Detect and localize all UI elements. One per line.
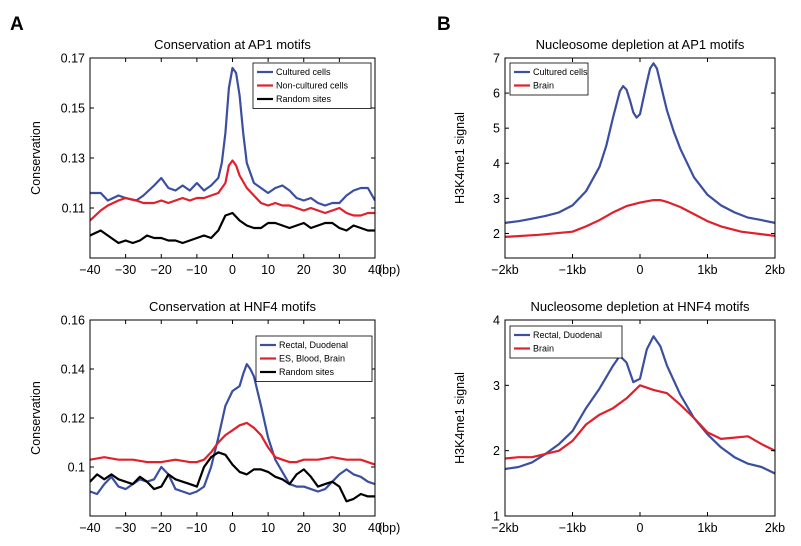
y-axis-label: H3K4me1 signal [453,112,467,204]
x-tick-label: −40 [79,521,100,535]
x-tick-label: −20 [151,521,172,535]
legend-entry: ES, Blood, Brain [279,354,345,364]
x-tick-label: 1kb [697,263,717,277]
series-line-2-1 [505,62,775,224]
x-tick-label: −10 [186,521,207,535]
legend-entry: Brain [533,344,554,354]
x-tick-label: 0 [229,521,236,535]
y-tick-label: 6 [493,87,500,101]
x-tick-label: 20 [297,521,311,535]
legend-entry: Cultured cells [533,67,588,77]
y-tick-label: 5 [493,122,500,136]
x-tick-label: 0 [637,263,644,277]
series-line-4-1 [505,335,775,475]
chart-title: Conservation at HNF4 motifs [149,299,316,314]
x-tick-label: 40 [368,521,382,535]
x-tick-label: −40 [79,263,100,277]
y-tick-label: 0.11 [62,202,85,216]
legend-entry: Cultured cells [276,67,331,77]
x-tick-label: −1kb [559,263,587,277]
y-tick-label: 3 [493,192,500,206]
x-tick-label: 2kb [765,263,785,277]
y-tick-label: 7 [493,52,500,66]
chart-title: Nucleosome depletion at HNF4 motifs [531,299,750,314]
y-axis-label: Conservation [29,121,43,195]
chart-panel-2: −2kb −1kb 0 1kb 2kb 2 3 4 5 6 7 Nucleosome depletio… [453,37,785,277]
x-tick-label: 0 [229,263,236,277]
x-unit-label: (bp) [378,263,400,277]
x-tick-label: −30 [115,263,136,277]
legend-entry: Brain [533,81,554,91]
x-tick-label: 10 [261,263,275,277]
legend-entry: Random sites [276,94,332,104]
panel-label-a: A [10,14,24,35]
series-line-1-3 [90,211,375,245]
legend-box [509,62,589,96]
series-line-2-2 [505,199,775,238]
x-tick-label: 1kb [697,521,717,535]
y-tick-label: 2 [493,444,500,458]
chart-panel-3: −40 −30 −20 −10 0 10 20 30 40(bp) 0.1 0.12 0.14 0.16… [29,299,400,535]
chart-title: Conservation at AP1 motifs [154,37,311,52]
x-unit-label: (bp) [378,521,400,535]
y-tick-label: 0.14 [61,363,85,377]
legend-entry: Non-cultured cells [276,81,349,91]
legend-entry: Rectal, Duodenal [279,340,348,350]
x-tick-label: −20 [151,263,172,277]
x-tick-label: −2kb [491,521,519,535]
y-tick-label: 0.16 [61,314,85,328]
chart-title: Nucleosome depletion at AP1 motifs [536,37,745,52]
x-tick-label: 10 [261,521,275,535]
chart-panel-4: −2kb −1kb 0 1kb 2kb 1 2 3 4 Nucleosome depletion … [453,299,785,535]
panel-label-b: B [437,14,451,35]
x-tick-label: −10 [186,263,207,277]
y-tick-label: 4 [493,314,500,328]
y-axis-label: H3K4me1 signal [453,372,467,464]
series-line-1-2 [90,159,375,222]
x-tick-label: 40 [368,263,382,277]
x-tick-label: 30 [332,263,346,277]
series-line-1-1 [90,66,375,207]
series-line-3-2 [90,421,375,466]
y-tick-label: 0.15 [61,102,85,116]
chart-panel-1: −40 −30 −20 −10 0 10 20 30 40(bp) 0.11 0.13 0.15 0.1… [29,37,400,277]
y-tick-label: 3 [493,379,500,393]
y-axis-label: Conservation [29,381,43,455]
y-tick-label: 0.13 [61,152,85,166]
series-line-3-1 [90,363,375,496]
x-tick-label: −1kb [559,521,587,535]
x-tick-label: 20 [297,263,311,277]
y-tick-label: 0.12 [61,412,85,426]
legend-entry: Rectal, Duodenal [533,330,602,340]
y-tick-label: 0.1 [68,461,85,475]
y-tick-label: 4 [493,157,500,171]
x-tick-label: 0 [637,521,644,535]
x-tick-label: −30 [115,521,136,535]
x-tick-label: −2kb [491,263,519,277]
x-tick-label: 30 [332,521,346,535]
y-tick-label: 2 [493,227,500,241]
legend-box [509,325,623,359]
x-tick-label: 2kb [765,521,785,535]
legend-entry: Random sites [279,367,335,377]
series-line-3-3 [90,451,375,503]
y-tick-label: 1 [493,510,500,524]
y-tick-label: 0.17 [61,52,85,66]
series-line-4-2 [505,384,775,460]
